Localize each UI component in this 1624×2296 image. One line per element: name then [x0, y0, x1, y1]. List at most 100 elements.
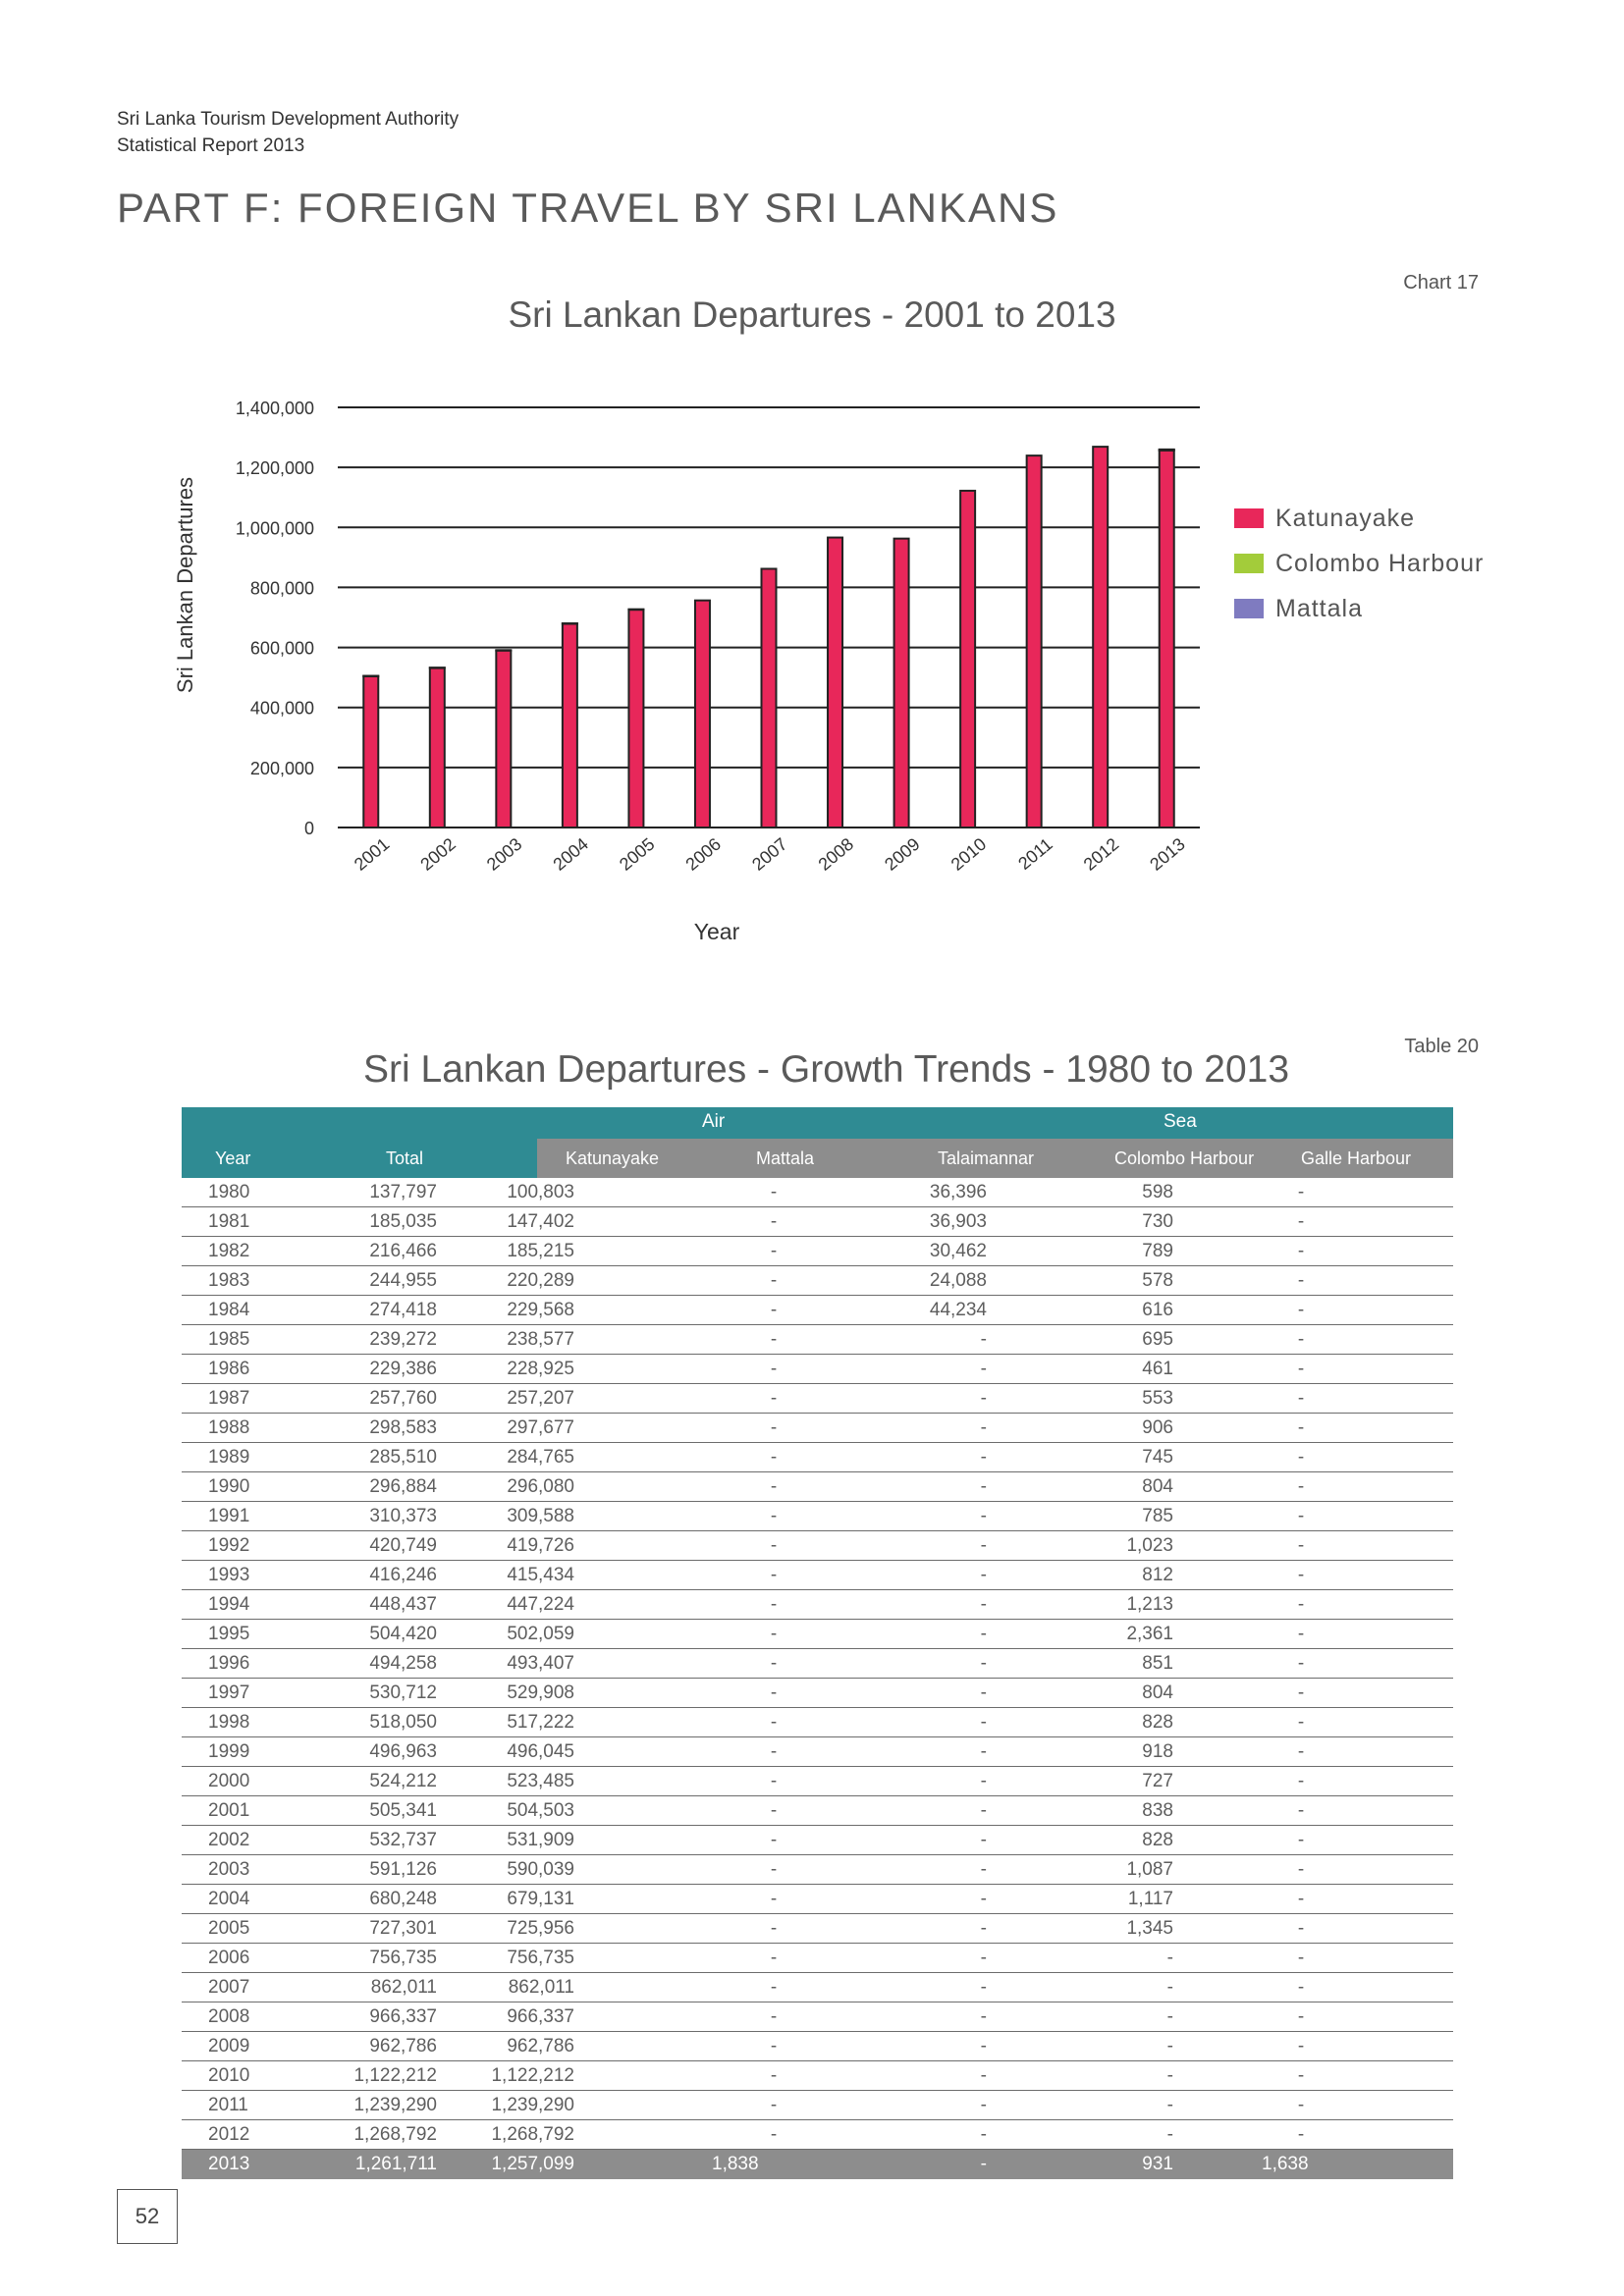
- cell-mattala: -: [770, 1624, 778, 1644]
- cell-total: 239,272: [369, 1329, 437, 1350]
- cell-total: 727,301: [369, 1918, 437, 1939]
- cell-galle-harbour: -: [1297, 1211, 1305, 1232]
- table-row: 1986 229,386 228,925 - - 461 -: [182, 1355, 1453, 1384]
- cell-year: 2008: [208, 2006, 250, 2027]
- cell-mattala: -: [770, 1506, 778, 1526]
- cell-colombo-harbour: 553: [1142, 1388, 1173, 1409]
- cell-talaimannar: -: [980, 1918, 987, 1939]
- bar-katunayake: [1092, 446, 1110, 829]
- cell-year: 1986: [208, 1359, 250, 1379]
- bar-mattala: [1158, 448, 1175, 452]
- bar-katunayake: [760, 567, 778, 828]
- cell-year: 1998: [208, 1712, 250, 1733]
- cell-total: 229,386: [369, 1359, 437, 1379]
- cell-talaimannar: 30,462: [929, 1241, 987, 1261]
- cell-katunayake: 1,257,099: [491, 2154, 574, 2174]
- cell-mattala: -: [770, 1300, 778, 1320]
- legend-item-mattala: Mattala: [1234, 586, 1484, 631]
- cell-katunayake: 523,485: [507, 1771, 574, 1791]
- cell-mattala: -: [770, 1535, 778, 1556]
- cell-year: 1992: [208, 1535, 250, 1556]
- cell-talaimannar: -: [980, 2154, 987, 2174]
- cell-katunayake: 257,207: [507, 1388, 574, 1409]
- cell-galle-harbour: -: [1297, 1565, 1305, 1585]
- cell-year: 2006: [208, 1948, 250, 1968]
- cell-katunayake: 493,407: [507, 1653, 574, 1674]
- cell-mattala: -: [770, 2095, 778, 2115]
- cell-mattala: -: [770, 1948, 778, 1968]
- bar-katunayake: [893, 537, 910, 828]
- cell-mattala: -: [770, 1594, 778, 1615]
- table-row: 1987 257,760 257,207 - - 553 -: [182, 1384, 1453, 1414]
- page-number: 52: [117, 2189, 178, 2244]
- cell-talaimannar: -: [980, 1535, 987, 1556]
- cell-year: 2012: [208, 2124, 250, 2145]
- cell-colombo-harbour: 1,345: [1126, 1918, 1173, 1939]
- table-title: Sri Lankan Departures - Growth Trends - …: [363, 1048, 1290, 1091]
- x-tick-label: 2012: [1080, 834, 1123, 875]
- cell-talaimannar: -: [980, 1859, 987, 1880]
- y-tick-label: 200,000: [250, 759, 314, 778]
- sea-group-header: Sea: [1164, 1111, 1197, 1132]
- bar-katunayake: [428, 667, 446, 828]
- cell-year: 1990: [208, 1476, 250, 1497]
- bar-colombo-harbour: [561, 622, 578, 625]
- cell-year: 2005: [208, 1918, 250, 1939]
- cell-galle-harbour: -: [1297, 1741, 1305, 1762]
- cell-total: 532,737: [369, 1830, 437, 1850]
- table-row: 2012 1,268,792 1,268,792 - - - -: [182, 2120, 1453, 2150]
- cell-katunayake: 284,765: [507, 1447, 574, 1468]
- table-row: 1985 239,272 238,577 - - 695 -: [182, 1325, 1453, 1355]
- cell-galle-harbour: -: [1297, 2006, 1305, 2027]
- y-axis-label: Sri Lankan Departures: [173, 477, 197, 693]
- cell-talaimannar: -: [980, 1771, 987, 1791]
- cell-talaimannar: -: [980, 1712, 987, 1733]
- cell-katunayake: 238,577: [507, 1329, 574, 1350]
- table-row: 2000 524,212 523,485 - - 727 -: [182, 1767, 1453, 1796]
- table-row: 2003 591,126 590,039 - - 1,087 -: [182, 1855, 1453, 1885]
- cell-colombo-harbour: 1,213: [1126, 1594, 1173, 1615]
- cell-total: 1,239,290: [353, 2095, 437, 2115]
- legend-label: Colombo Harbour: [1275, 549, 1485, 577]
- table-row: 1981 185,035 147,402 - 36,903 730 -: [182, 1207, 1453, 1237]
- cell-year: 1988: [208, 1417, 250, 1438]
- table-row: 1997 530,712 529,908 - - 804 -: [182, 1679, 1453, 1708]
- cell-year: 1982: [208, 1241, 250, 1261]
- cell-galle-harbour: -: [1297, 1300, 1305, 1320]
- cell-katunayake: 862,011: [508, 1977, 574, 1998]
- x-tick-label: 2003: [483, 834, 526, 875]
- header-bg-teal: [182, 1139, 537, 1178]
- cell-talaimannar: -: [980, 1977, 987, 1998]
- bar-colombo-harbour: [495, 649, 513, 652]
- cell-katunayake: 756,735: [507, 1948, 574, 1968]
- cell-colombo-harbour: 730: [1142, 1211, 1173, 1232]
- cell-total: 504,420: [369, 1624, 437, 1644]
- table-row: 1992 420,749 419,726 - - 1,023 -: [182, 1531, 1453, 1561]
- cell-talaimannar: -: [980, 1800, 987, 1821]
- col-header-colombo-harbour: Colombo Harbour: [1114, 1148, 1255, 1168]
- cell-colombo-harbour: 727: [1142, 1771, 1173, 1791]
- x-tick-label: 2001: [351, 834, 394, 875]
- cell-talaimannar: -: [980, 1388, 987, 1409]
- cell-galle-harbour: -: [1297, 1594, 1305, 1615]
- cell-year: 1980: [208, 1182, 250, 1202]
- cell-katunayake: 309,588: [507, 1506, 574, 1526]
- cell-colombo-harbour: 828: [1142, 1830, 1173, 1850]
- cell-total: 274,418: [369, 1300, 437, 1320]
- departures-table: Air Sea Year Total Katunayake Mattala Ta…: [182, 1107, 1453, 2179]
- bar-katunayake: [495, 649, 513, 828]
- cell-galle-harbour: 1,638: [1262, 2154, 1309, 2174]
- legend-item-colombo-harbour: Colombo Harbour: [1234, 541, 1484, 586]
- chart-title: Sri Lankan Departures - 2001 to 2013: [508, 294, 1116, 335]
- cell-total: 216,466: [369, 1241, 437, 1261]
- table-row: 2008 966,337 966,337 - - - -: [182, 2002, 1453, 2032]
- cell-colombo-harbour: 789: [1142, 1241, 1173, 1261]
- cell-katunayake: 297,677: [507, 1417, 574, 1438]
- legend-swatch: [1234, 508, 1264, 528]
- cell-mattala: -: [770, 2036, 778, 2056]
- cell-colombo-harbour: -: [1166, 2036, 1173, 2056]
- cell-mattala: -: [770, 1889, 778, 1909]
- table-row: 1991 310,373 309,588 - - 785 -: [182, 1502, 1453, 1531]
- cell-mattala: -: [770, 1241, 778, 1261]
- org-name: Sri Lanka Tourism Development Authority: [117, 109, 460, 130]
